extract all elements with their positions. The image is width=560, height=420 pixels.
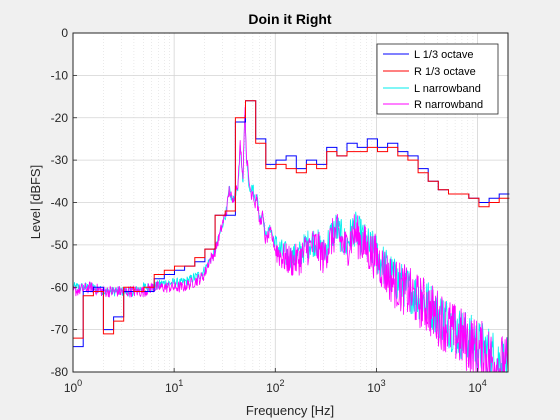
series-line xyxy=(73,100,510,339)
x-tick-label: 101 xyxy=(165,378,183,395)
x-tick-label: 102 xyxy=(266,378,284,395)
legend-box xyxy=(376,43,499,115)
x-tick-label: 100 xyxy=(64,378,82,395)
x-tick-label: 104 xyxy=(468,378,486,395)
series-group xyxy=(72,100,510,374)
legend-label-r-narrow: R narrowband xyxy=(414,99,483,111)
chart-title: Doin it Right xyxy=(248,11,332,27)
y-tick-label: -30 xyxy=(51,153,69,167)
x-tick-label: 103 xyxy=(367,378,385,395)
y-tick-label: -40 xyxy=(51,196,69,210)
y-tick-label: -20 xyxy=(51,111,69,125)
y-tick-label: -70 xyxy=(51,323,69,337)
y-axis-label: Level [dBFS] xyxy=(28,165,43,239)
series-line xyxy=(72,106,509,373)
y-tick-label: -60 xyxy=(51,280,69,294)
x-axis-label: Frequency [Hz] xyxy=(246,403,334,418)
legend-label-l-narrow: L narrowband xyxy=(414,83,481,95)
y-tick-label: -80 xyxy=(51,365,69,379)
y-tick-label: -10 xyxy=(51,68,69,82)
legend: L 1/3 octave R 1/3 octave L narrowband R… xyxy=(376,43,499,115)
y-tick-label: -50 xyxy=(51,238,69,252)
legend-label-l-octave: L 1/3 octave xyxy=(414,49,474,61)
legend-label-r-octave: R 1/3 octave xyxy=(414,66,476,78)
y-tick-label: 0 xyxy=(61,26,68,40)
